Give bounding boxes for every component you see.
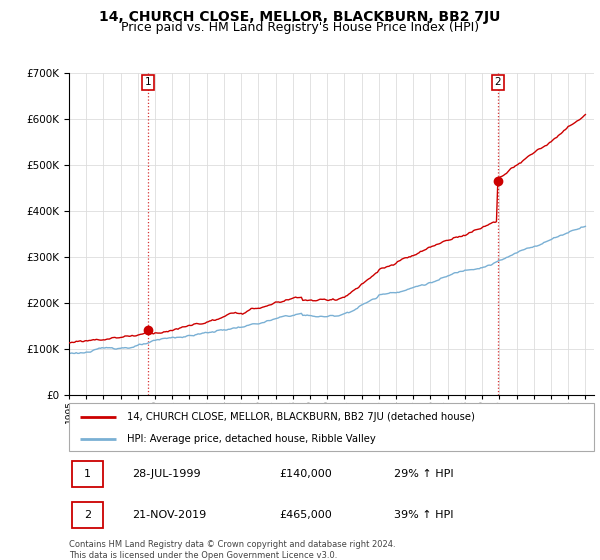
Text: HPI: Average price, detached house, Ribble Valley: HPI: Average price, detached house, Ribb… — [127, 434, 376, 444]
Text: 2: 2 — [84, 510, 91, 520]
Text: 21-NOV-2019: 21-NOV-2019 — [132, 510, 206, 520]
Text: 29% ↑ HPI: 29% ↑ HPI — [395, 469, 454, 479]
FancyBboxPatch shape — [71, 502, 103, 528]
Text: £465,000: £465,000 — [279, 510, 332, 520]
Text: Price paid vs. HM Land Registry's House Price Index (HPI): Price paid vs. HM Land Registry's House … — [121, 21, 479, 34]
Text: Contains HM Land Registry data © Crown copyright and database right 2024.
This d: Contains HM Land Registry data © Crown c… — [69, 540, 395, 560]
Text: 14, CHURCH CLOSE, MELLOR, BLACKBURN, BB2 7JU (detached house): 14, CHURCH CLOSE, MELLOR, BLACKBURN, BB2… — [127, 412, 475, 422]
Text: £140,000: £140,000 — [279, 469, 332, 479]
Text: 39% ↑ HPI: 39% ↑ HPI — [395, 510, 454, 520]
Text: 2: 2 — [494, 77, 501, 87]
Text: 1: 1 — [145, 77, 151, 87]
Text: 28-JUL-1999: 28-JUL-1999 — [132, 469, 200, 479]
Text: 14, CHURCH CLOSE, MELLOR, BLACKBURN, BB2 7JU: 14, CHURCH CLOSE, MELLOR, BLACKBURN, BB2… — [100, 10, 500, 24]
FancyBboxPatch shape — [71, 461, 103, 487]
FancyBboxPatch shape — [69, 403, 594, 451]
Text: 1: 1 — [84, 469, 91, 479]
